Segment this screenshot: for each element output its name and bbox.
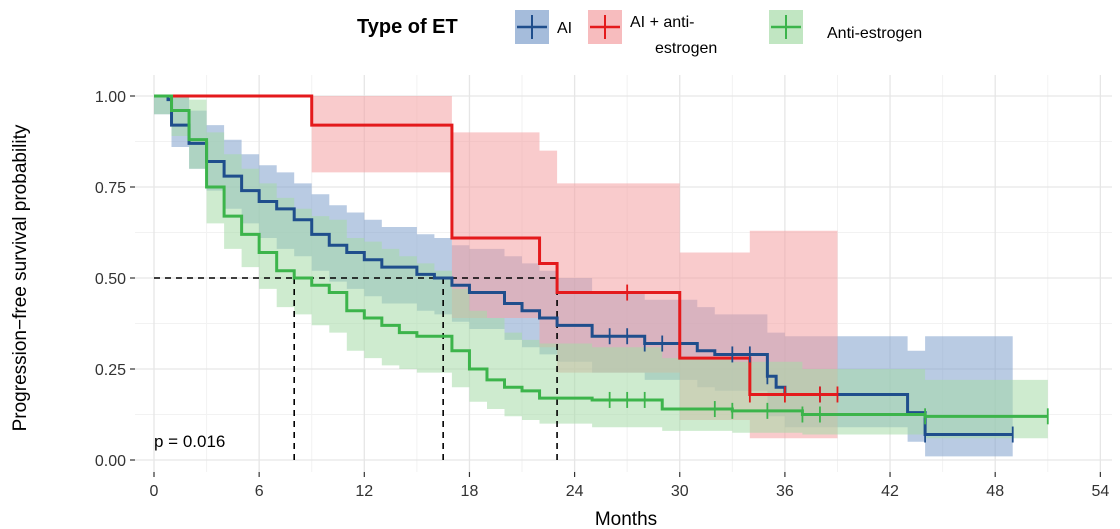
legend-label-anti-estrogen: Anti-estrogen bbox=[827, 25, 922, 42]
median-lines bbox=[154, 277, 558, 460]
y-tick-label: 0.00 bbox=[95, 453, 126, 470]
y-axis-title: Progression−free survival probability bbox=[10, 124, 31, 431]
confidence-bands bbox=[154, 96, 1048, 457]
x-tick-label: 36 bbox=[776, 483, 794, 500]
x-axis: 0 6 12 18 24 30 36 42 48 54 bbox=[150, 472, 1109, 500]
legend-label-ai-anti-estrogen: AI + anti-estrogen bbox=[630, 14, 717, 57]
x-tick-label: 18 bbox=[461, 483, 479, 500]
legend-label-ai: AI bbox=[557, 20, 572, 37]
x-tick-label: 6 bbox=[255, 483, 264, 500]
x-axis-title: Months bbox=[595, 509, 657, 529]
survival-curve bbox=[154, 94, 838, 396]
ci-band bbox=[154, 96, 838, 439]
x-tick-label: 12 bbox=[355, 483, 373, 500]
y-axis: 0.00 0.25 0.50 0.75 1.00 bbox=[95, 89, 135, 470]
y-tick-label: 1.00 bbox=[95, 89, 126, 106]
survival-curve bbox=[154, 94, 1048, 418]
y-tick-label: 0.50 bbox=[95, 271, 126, 288]
x-tick-label: 48 bbox=[986, 483, 1004, 500]
x-tick-label: 54 bbox=[1091, 483, 1109, 500]
legend: Type of ET AI AI + anti-estrogen Anti-estr… bbox=[357, 10, 922, 57]
censor-marks bbox=[608, 284, 1049, 443]
y-tick-label: 0.25 bbox=[95, 362, 126, 379]
x-tick-label: 0 bbox=[150, 483, 159, 500]
survival-curves bbox=[154, 94, 1048, 437]
x-tick-label: 24 bbox=[566, 483, 584, 500]
survival-curve bbox=[154, 94, 1013, 437]
legend-title: Type of ET bbox=[357, 16, 458, 38]
x-tick-label: 30 bbox=[671, 483, 689, 500]
y-tick-label: 0.75 bbox=[95, 180, 126, 197]
p-value-annotation: p = 0.016 bbox=[154, 432, 225, 451]
x-tick-label: 42 bbox=[881, 483, 899, 500]
ci-band bbox=[154, 96, 1048, 439]
